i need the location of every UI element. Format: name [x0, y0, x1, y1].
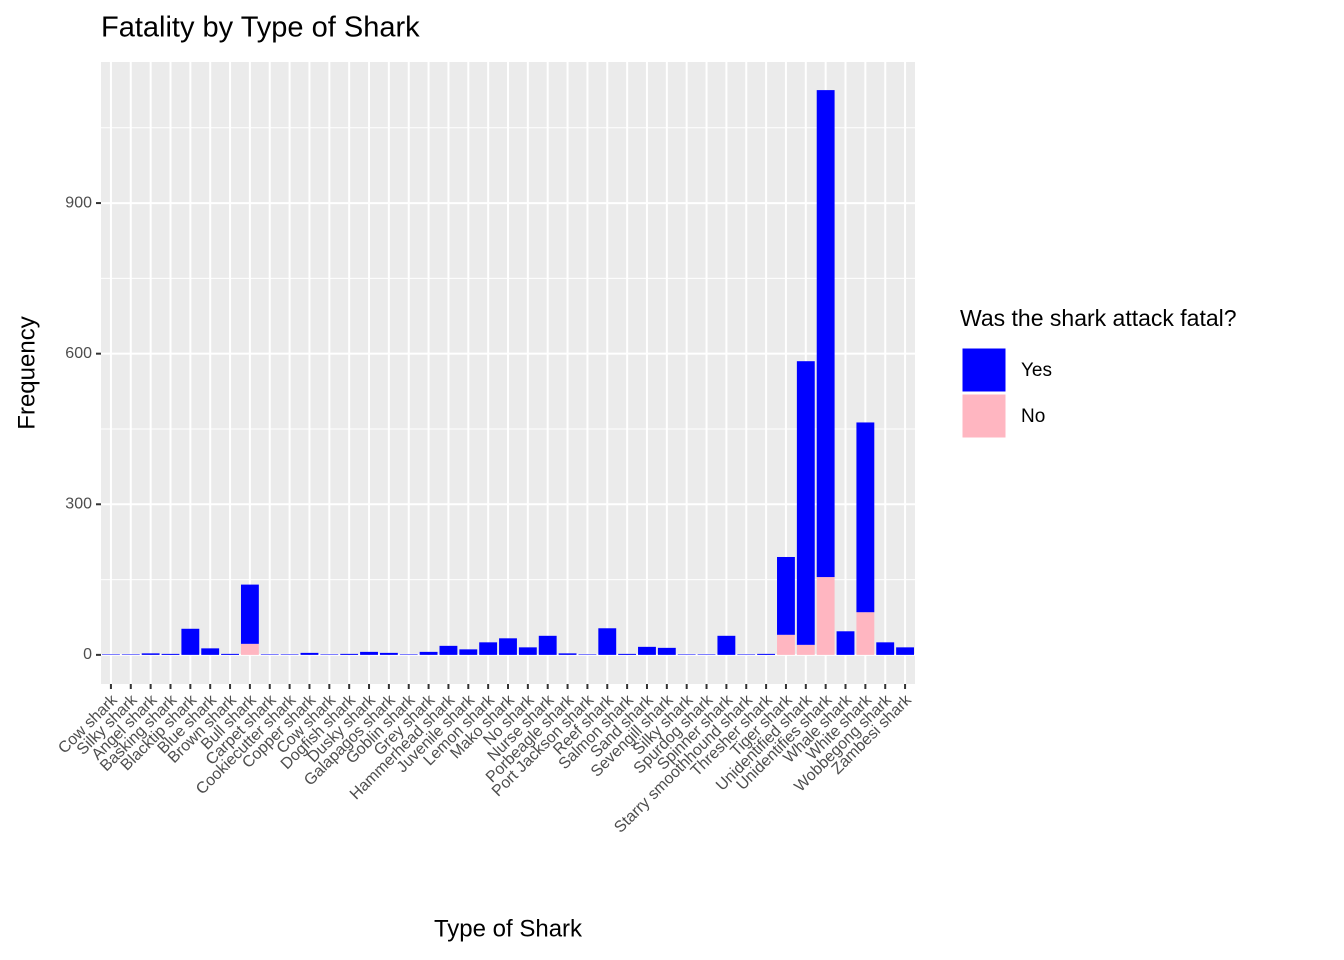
bar-segment: [876, 642, 895, 655]
bar-segment: [856, 422, 875, 613]
legend-label: No: [1021, 406, 1045, 427]
bar-segment: [320, 654, 339, 655]
bar-segment: [379, 652, 398, 655]
y-tick-label: 600: [65, 345, 92, 362]
bar-segment: [300, 652, 319, 655]
bar-segment: [697, 654, 716, 655]
bar-segment: [796, 361, 815, 645]
bar-segment: [638, 646, 656, 655]
bar-segment: [399, 654, 418, 655]
legend-key: [961, 393, 1007, 439]
bar-segment: [181, 628, 200, 655]
x-axis-title: Type of Shark: [434, 915, 583, 942]
bar-segment: [141, 653, 160, 655]
bar-segment: [777, 556, 795, 635]
bar-segment: [538, 635, 557, 655]
bar-segment: [280, 654, 299, 655]
bar-segment: [657, 647, 676, 655]
bar-segment: [518, 647, 537, 655]
bar-segment: [499, 638, 517, 655]
bar-segment: [101, 654, 120, 655]
bar-segment: [459, 649, 478, 655]
bar-segment: [558, 653, 577, 655]
legend-label: Yes: [1021, 360, 1052, 381]
bar-segment: [240, 584, 259, 644]
bar-segment: [757, 653, 776, 655]
legend-key: [961, 347, 1007, 393]
bar-segment: [796, 644, 815, 655]
bar-segment: [777, 634, 795, 655]
bar-segment: [896, 647, 915, 655]
bar-segment: [816, 577, 835, 655]
bar-segment: [221, 653, 239, 655]
bar-segment: [836, 631, 855, 655]
bar-segment: [201, 648, 220, 655]
y-tick-label: 0: [83, 646, 92, 663]
bar-segment: [578, 654, 597, 655]
bar-segment: [856, 612, 875, 655]
bar-segment: [161, 653, 180, 655]
bar-segment: [598, 628, 617, 655]
bar-segment: [419, 651, 438, 655]
bar-segment: [717, 635, 736, 655]
bar-segment: [677, 654, 696, 655]
bar-segment: [240, 643, 259, 655]
bar-segment: [121, 654, 140, 655]
legend-title: Was the shark attack fatal?: [960, 305, 1237, 331]
bar-segment: [260, 654, 279, 655]
bar-segment: [439, 645, 458, 655]
y-tick-label: 300: [65, 495, 92, 512]
bar-segment: [340, 653, 359, 655]
y-tick-label: 900: [65, 194, 92, 211]
chart-title: Fatality by Type of Shark: [101, 12, 420, 44]
bar-segment: [816, 90, 835, 578]
bar-segment: [479, 642, 498, 655]
bar-segment: [618, 653, 637, 655]
bar-segment: [360, 651, 378, 655]
bar-segment: [737, 654, 756, 655]
y-axis-title: Frequency: [13, 316, 40, 429]
